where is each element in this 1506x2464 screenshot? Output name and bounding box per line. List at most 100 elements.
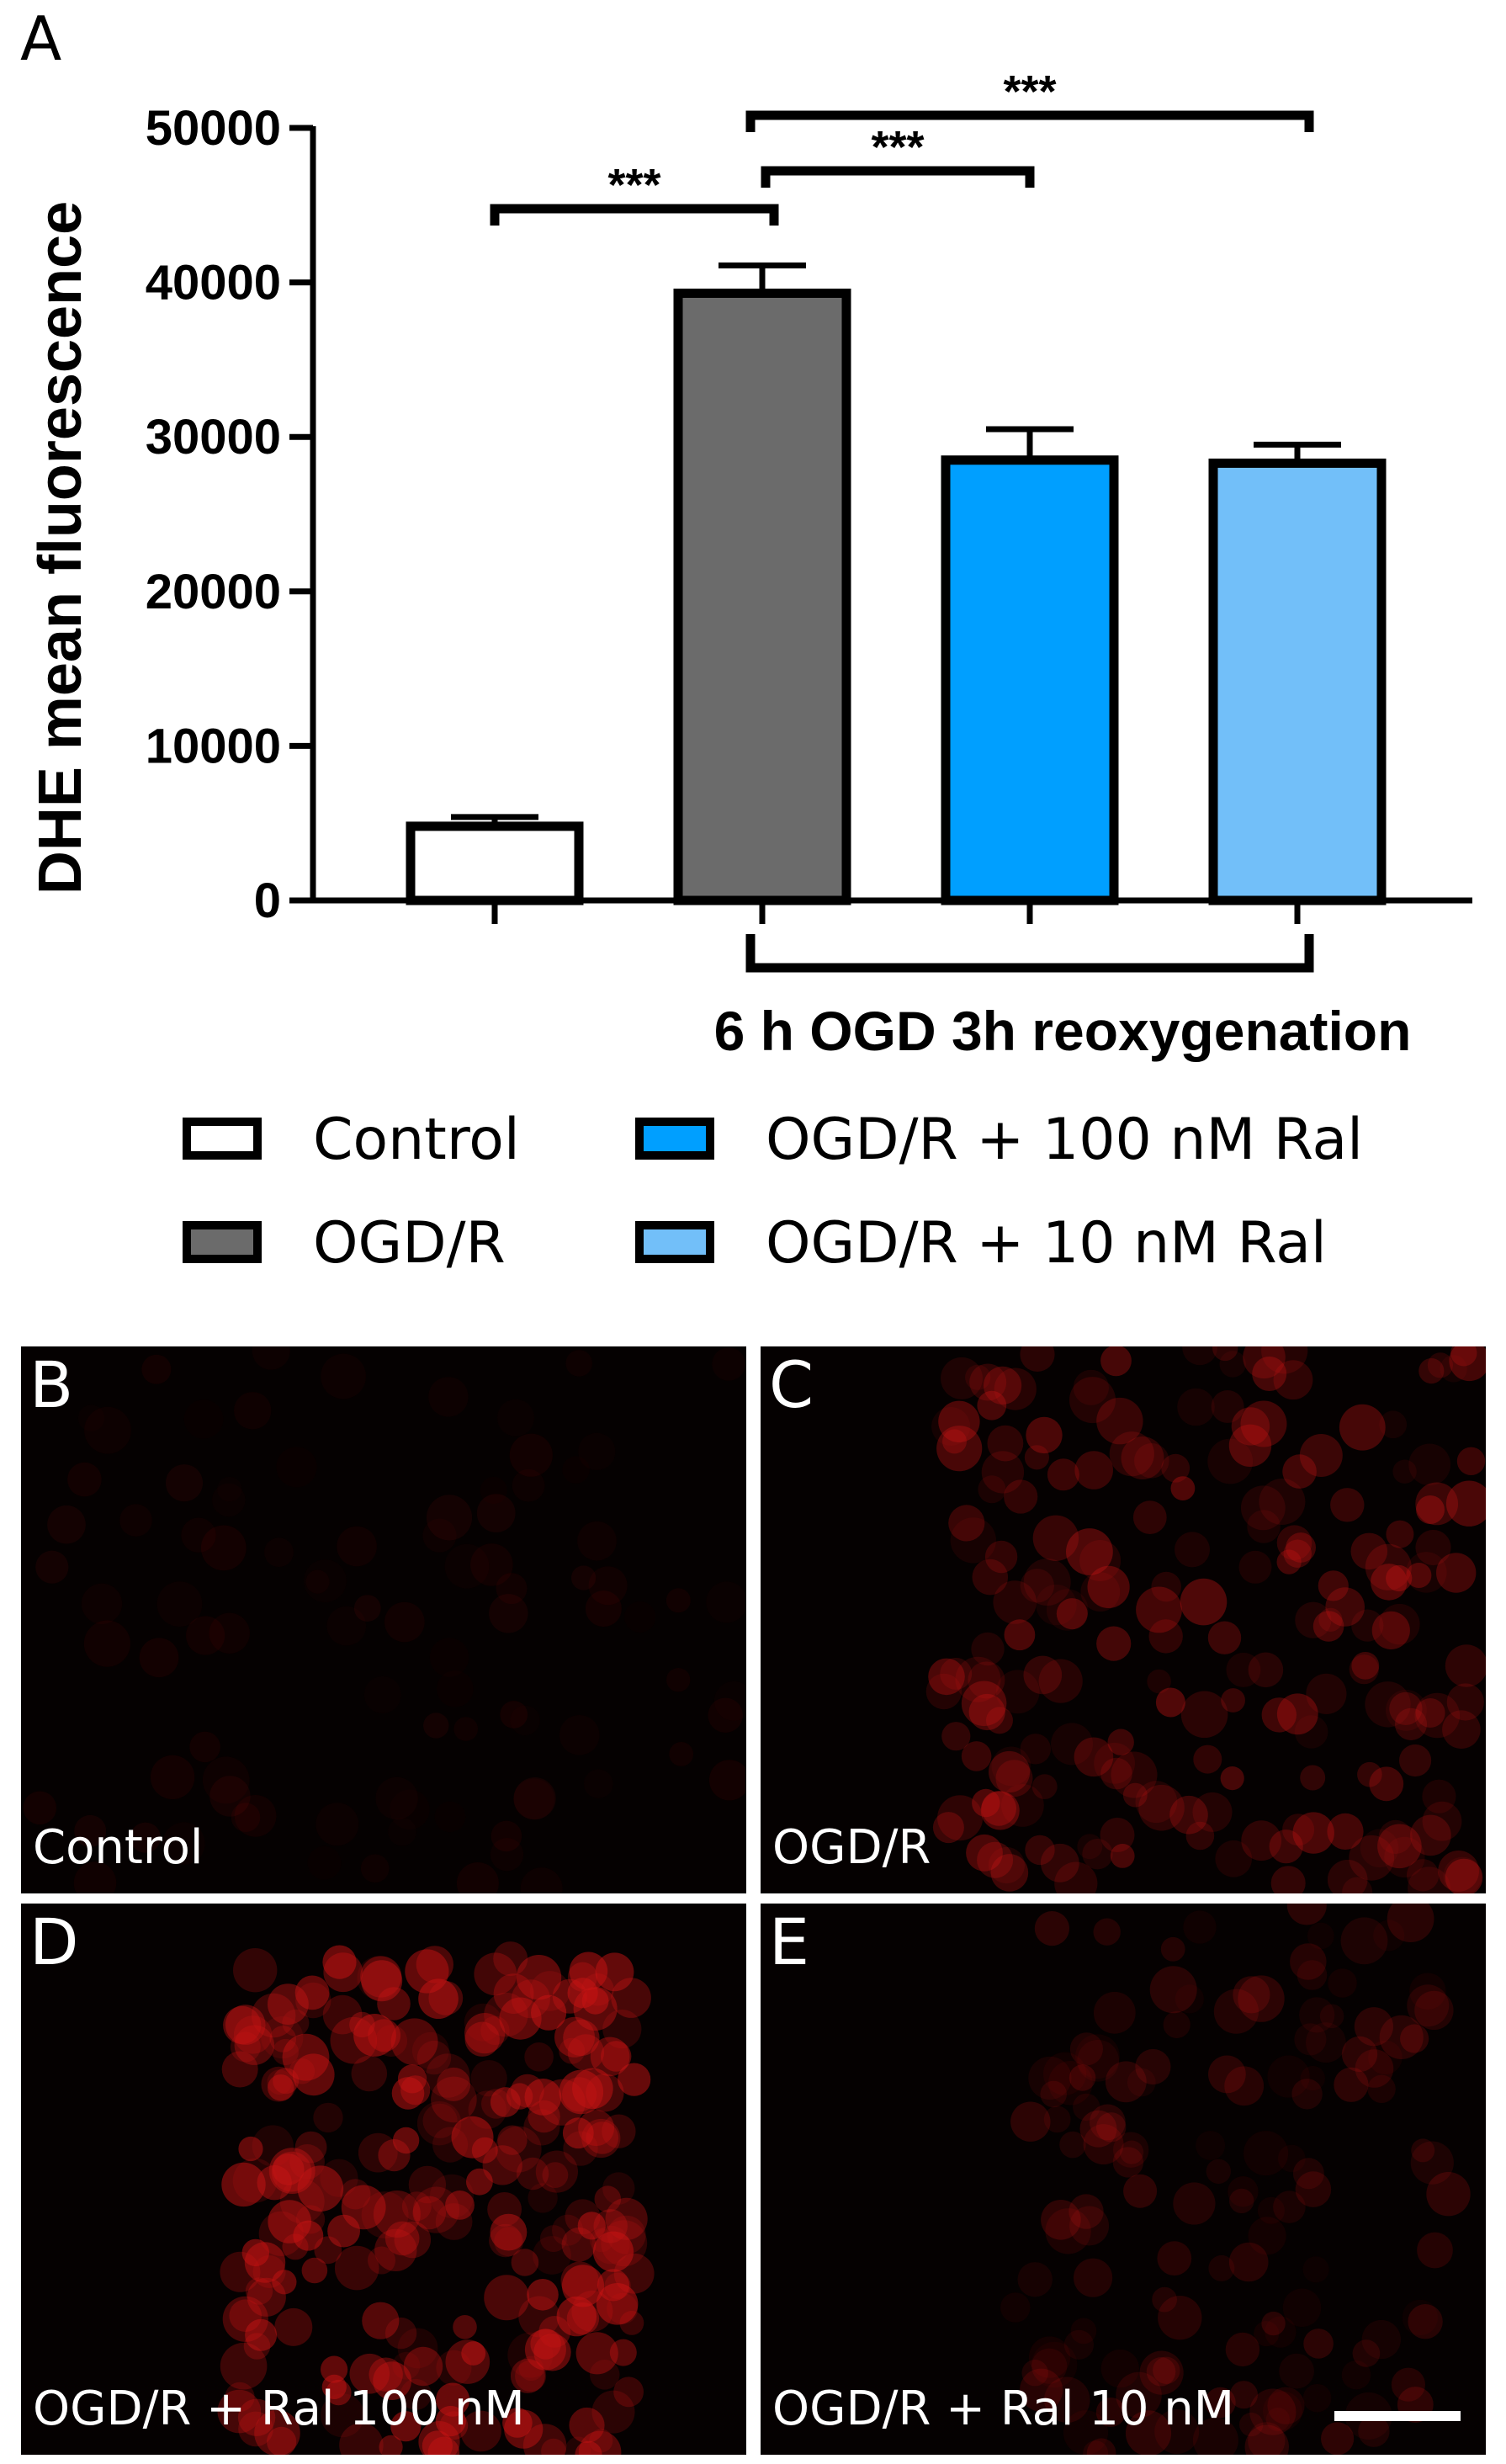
cells-image: [925, 1346, 1486, 1893]
cell-blob: [1358, 2415, 1390, 2447]
cell-blob: [412, 2196, 447, 2230]
cell-blob: [510, 2358, 545, 2393]
cell-blob: [1334, 2067, 1369, 2102]
group-bracket: 6 h OGD 3h reoxygenation: [714, 934, 1411, 1062]
cell-blob: [35, 1550, 69, 1584]
cell-blob: [1422, 1801, 1462, 1841]
cell-blob: [936, 1426, 983, 1472]
cell-blob: [1220, 1766, 1244, 1791]
cell-blob: [1379, 1410, 1408, 1439]
cell-blob: [1077, 1834, 1103, 1860]
cell-blob: [1243, 1346, 1286, 1379]
cell-blob: [427, 2436, 460, 2455]
cell-blob: [252, 2125, 294, 2167]
cell-blob: [1290, 1943, 1327, 1980]
y-tick-label: 40000: [146, 256, 281, 311]
scale-bar: [1334, 2411, 1461, 2421]
cell-blob: [232, 2158, 278, 2203]
cell-blob: [554, 2016, 595, 2058]
cell-blob: [282, 2033, 330, 2081]
cell-blob: [220, 2342, 268, 2390]
cell-blob: [1445, 1858, 1483, 1893]
cell-blob: [1032, 1515, 1079, 1561]
cell-blob: [1001, 1784, 1044, 1827]
cell-blob: [561, 2265, 605, 2307]
cell-blob: [489, 1594, 528, 1633]
cell-blob: [237, 2398, 276, 2436]
cell-blob: [1400, 2024, 1429, 2053]
cell-blob: [245, 2318, 278, 2351]
cell-blob: [418, 1978, 459, 2019]
cell-blob: [221, 2162, 266, 2207]
cell-blob: [430, 1638, 469, 1676]
cell-blob: [1004, 1479, 1038, 1514]
cell-blob: [1389, 1691, 1423, 1725]
cell-blob: [1361, 2319, 1401, 2360]
cell-blob: [1261, 2311, 1286, 2336]
cell-blob: [1075, 2034, 1120, 2079]
cell-blob: [586, 2121, 619, 2154]
cell-blob: [602, 2172, 635, 2205]
cell-blob: [1406, 1859, 1440, 1892]
cell-blob: [1028, 2056, 1072, 2100]
cell-blob: [575, 2440, 602, 2455]
cell-blob: [971, 1632, 1005, 1666]
cell-blob: [497, 1399, 534, 1436]
cell-blob: [601, 2220, 648, 2267]
cell-blob: [1219, 1351, 1246, 1378]
cell-blob: [1321, 2422, 1355, 2455]
cell-blob: [490, 1838, 524, 1872]
cell-blob: [497, 2125, 528, 2155]
cell-blob: [1442, 1710, 1481, 1749]
micrograph-panel-c: C OGD/R: [761, 1346, 1486, 1893]
cell-blob: [1069, 2206, 1110, 2246]
cell-blob: [981, 1451, 1025, 1494]
cell-blob: [1079, 2110, 1117, 2148]
cell-blob: [1286, 1904, 1327, 1925]
cell-blob: [1208, 2254, 1235, 2281]
cell-blob: [1056, 1598, 1088, 1630]
cell-blob: [605, 2197, 648, 2240]
cell-blob: [1239, 2412, 1264, 2437]
cell-blob: [1365, 1543, 1412, 1590]
y-tick-label: 0: [254, 874, 281, 928]
cell-blob: [1069, 2032, 1103, 2066]
cell-blob: [1044, 2376, 1090, 2423]
cell-blob: [1211, 1390, 1244, 1423]
cell-blob: [1153, 2356, 1180, 2384]
significance-bracket: [745, 110, 1314, 132]
cell-blob: [972, 1559, 1009, 1596]
cell-blob: [261, 2016, 304, 2059]
cell-blob: [1169, 1795, 1208, 1835]
cell-blob: [1267, 2055, 1310, 2098]
cell-blob: [1350, 1532, 1388, 1570]
cell-blob: [1282, 1454, 1317, 1489]
cell-blob: [712, 1347, 745, 1381]
cell-blob: [1371, 1564, 1408, 1601]
cell-blob: [1387, 1904, 1434, 1942]
cell-blob: [1276, 1549, 1302, 1575]
cell-blob: [119, 1504, 152, 1537]
cell-blob: [1073, 2093, 1100, 2121]
cell-blob: [961, 1741, 992, 1771]
cell-blob: [504, 2409, 544, 2449]
cell-blob: [491, 1820, 522, 1852]
cell-blob: [1312, 1611, 1344, 1642]
cell-blob: [1415, 1482, 1459, 1526]
cell-blob: [268, 2074, 294, 2101]
cell-blob: [1225, 2332, 1260, 2367]
cell-blob: [1261, 1697, 1297, 1733]
cell-blob: [1443, 1856, 1482, 1893]
cell-blob: [961, 1681, 1007, 1727]
panel-label-e: OGD/R + Ral 10 nM: [772, 2382, 1235, 2436]
cell-blob: [388, 1818, 416, 1846]
cell-blob: [384, 2221, 420, 2256]
legend-label: OGD/R + 100 nM Ral: [766, 1107, 1363, 1173]
cell-blob: [516, 2157, 549, 2191]
cell-blob: [1276, 1693, 1318, 1735]
cell-blob: [1299, 1434, 1343, 1477]
cell-blob: [1438, 1851, 1479, 1892]
cell-blob: [375, 2025, 408, 2058]
cell-blob: [577, 2212, 606, 2240]
cell-blob: [361, 2191, 409, 2238]
